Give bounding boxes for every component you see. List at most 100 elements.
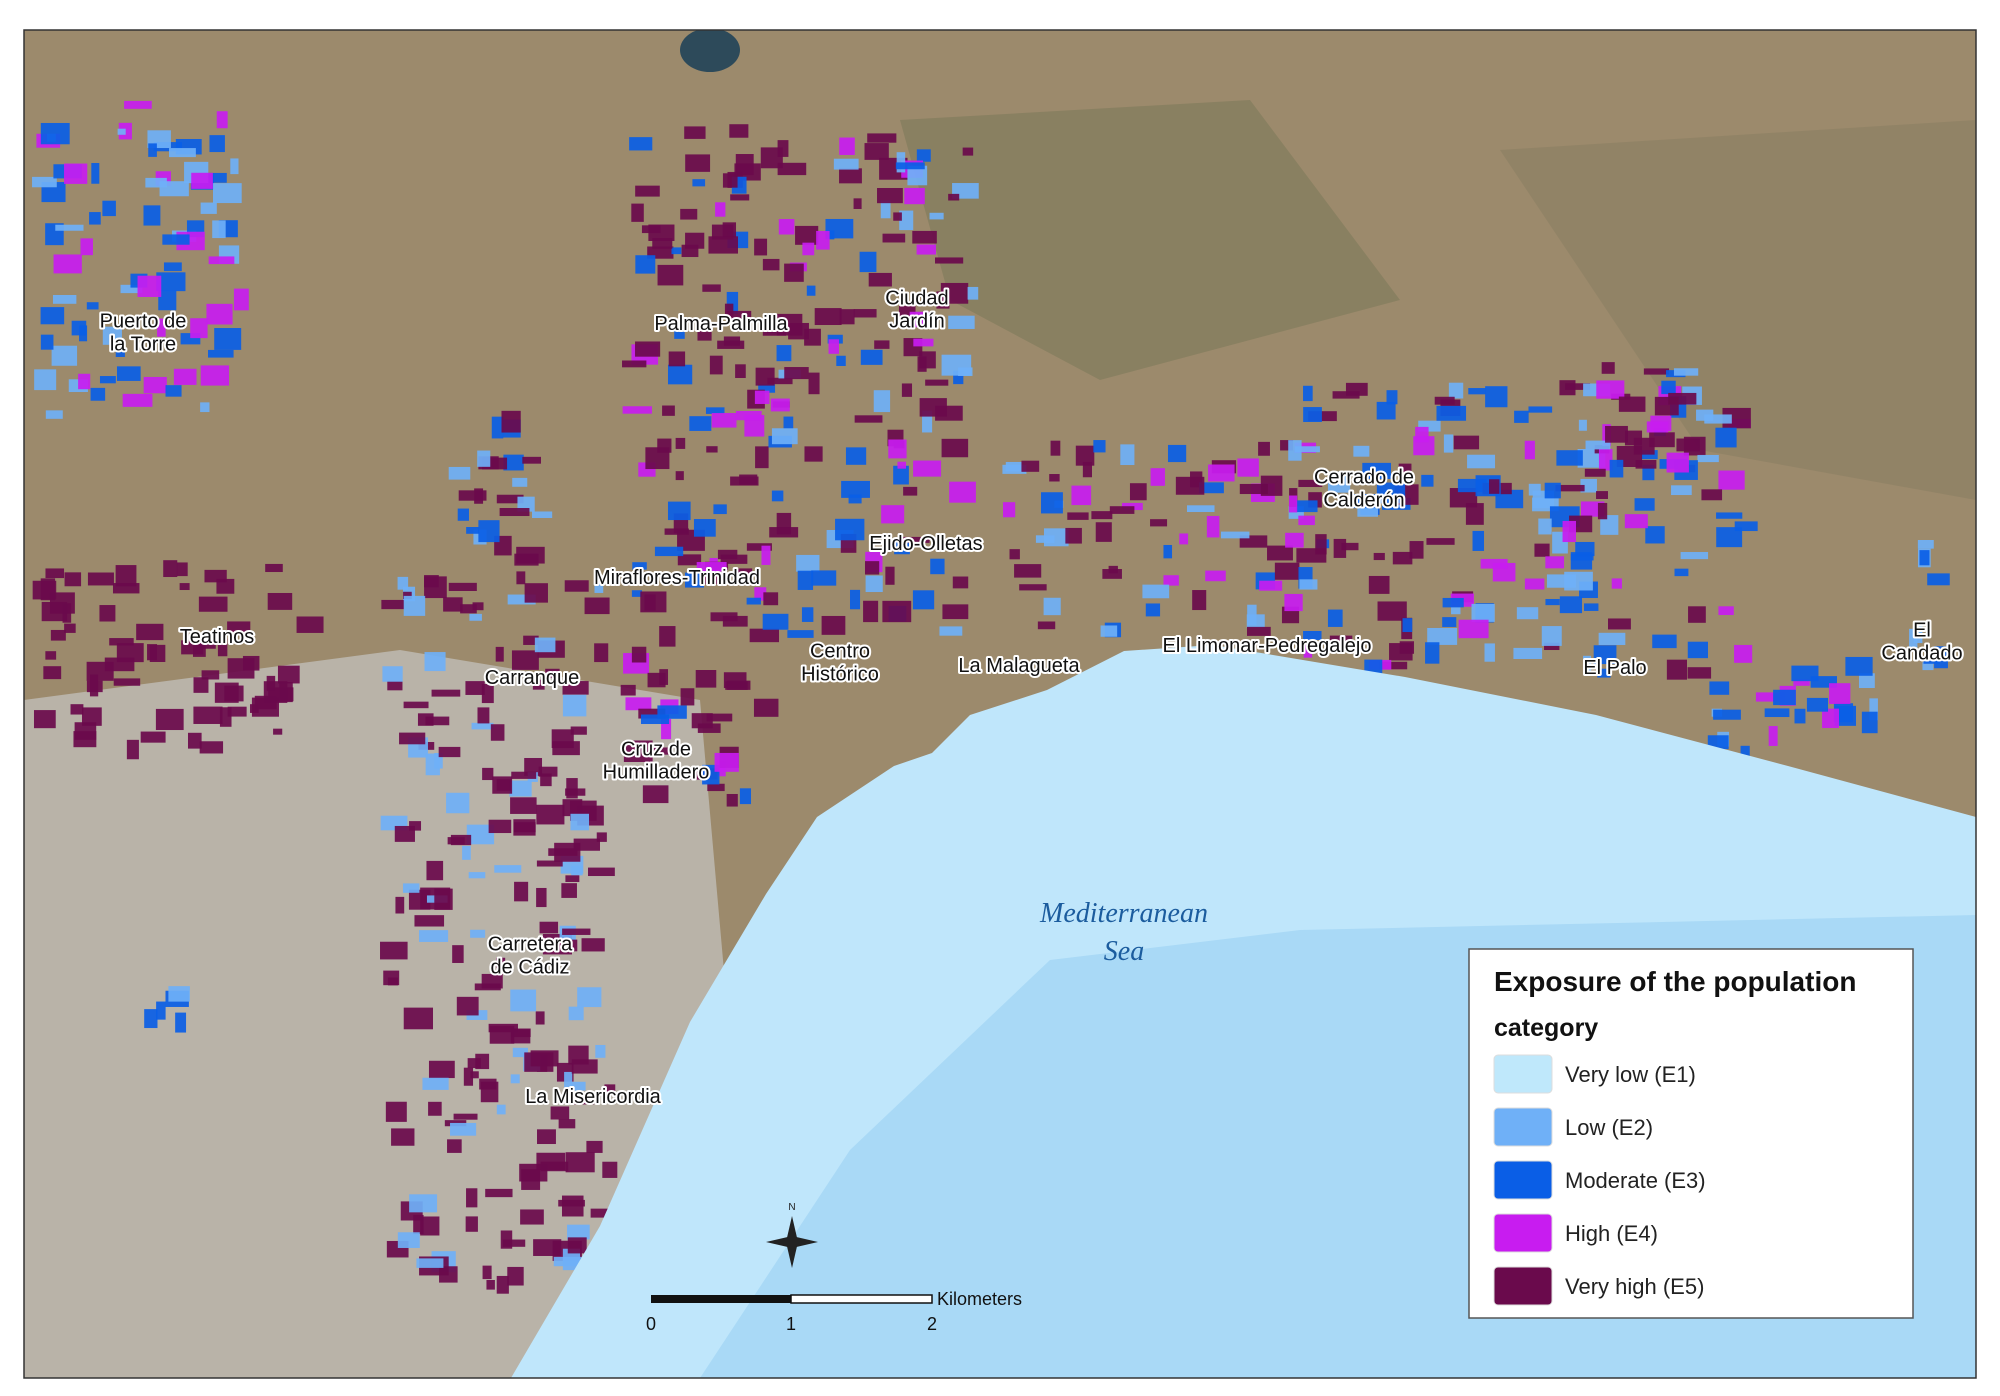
urban-block [517, 496, 535, 512]
urban-block [635, 341, 661, 357]
urban-block [1528, 483, 1541, 496]
urban-block [1175, 476, 1205, 495]
urban-block [40, 122, 70, 145]
urban-block [532, 679, 545, 690]
urban-block [1913, 624, 1923, 644]
urban-block [190, 318, 208, 339]
urban-block [163, 262, 182, 272]
urban-block [1443, 434, 1454, 453]
urban-block [1163, 544, 1173, 559]
urban-block [1453, 435, 1480, 450]
urban-block [1652, 634, 1677, 649]
urban-block [635, 255, 656, 274]
urban-block [485, 1188, 513, 1198]
urban-block [1601, 362, 1615, 374]
urban-block [708, 236, 738, 254]
urban-block [1582, 655, 1592, 674]
urban-block [1129, 483, 1147, 501]
urban-block [491, 416, 504, 439]
urban-block [521, 1169, 541, 1190]
urban-block [1740, 745, 1750, 759]
urban-block [478, 520, 500, 543]
urban-block [471, 722, 494, 730]
legend-swatch [1493, 1054, 1553, 1094]
urban-block [1687, 667, 1712, 679]
urban-block [1280, 440, 1294, 451]
place-label: Calderón [1323, 490, 1404, 512]
urban-block [1284, 593, 1303, 612]
urban-block [816, 230, 830, 250]
urban-block [668, 351, 686, 367]
urban-block [468, 872, 486, 879]
urban-block [1489, 479, 1500, 494]
urban-block [710, 612, 738, 622]
urban-block [277, 665, 300, 684]
urban-block [416, 1258, 444, 1268]
urban-block [760, 147, 783, 169]
urban-block [1398, 463, 1412, 485]
urban-block [465, 681, 485, 695]
urban-block [850, 589, 861, 610]
urban-block [1208, 464, 1235, 482]
urban-block [187, 732, 202, 749]
urban-block [470, 929, 486, 938]
urban-block [1516, 607, 1539, 620]
urban-block [1426, 538, 1455, 545]
urban-block [1541, 626, 1562, 646]
urban-block [403, 1007, 434, 1030]
urban-block [426, 860, 444, 881]
urban-block [561, 883, 577, 898]
urban-block [1377, 601, 1407, 621]
urban-block [482, 767, 494, 781]
urban-block [1071, 485, 1092, 506]
urban-block [1562, 520, 1576, 543]
urban-block [1674, 568, 1689, 577]
urban-block [1186, 505, 1215, 513]
urban-block [903, 486, 918, 496]
urban-block [916, 244, 936, 255]
urban-block [864, 143, 889, 160]
urban-block [1861, 711, 1878, 734]
urban-block [667, 364, 693, 385]
urban-block [564, 1071, 573, 1094]
urban-block [1598, 448, 1613, 471]
place-label: La Malagueta [958, 655, 1080, 677]
urban-block [265, 563, 283, 573]
urban-block [1822, 708, 1839, 729]
urban-block [867, 133, 897, 143]
urban-block [503, 454, 524, 471]
urban-block [1593, 645, 1617, 665]
urban-block [140, 731, 166, 743]
urban-block [939, 626, 963, 636]
urban-block [486, 1279, 495, 1290]
urban-block [193, 706, 223, 724]
urban-block [409, 821, 422, 831]
urban-areas [32, 100, 1950, 1294]
legend-label: Very low (E1) [1565, 1062, 1696, 1087]
urban-block [868, 272, 892, 287]
urban-block [1246, 614, 1265, 628]
urban-block [754, 390, 770, 404]
urban-block [524, 757, 543, 776]
urban-block [776, 313, 803, 336]
urban-block [1351, 494, 1379, 509]
urban-block [450, 1122, 477, 1136]
place-label: Candado [1881, 643, 1962, 665]
urban-block [853, 309, 877, 318]
urban-block [1035, 535, 1055, 543]
urban-block [1645, 526, 1665, 544]
urban-block [104, 657, 135, 672]
urban-block [562, 694, 587, 717]
urban-block [64, 163, 88, 184]
urban-block [212, 220, 226, 239]
urban-block [158, 290, 177, 311]
urban-block [1680, 552, 1709, 560]
urban-block [382, 666, 403, 682]
urban-block [64, 623, 76, 633]
urban-block [632, 562, 647, 570]
urban-block [43, 666, 62, 680]
urban-block [1597, 502, 1608, 520]
urban-block [1810, 676, 1837, 688]
urban-block [1666, 452, 1689, 473]
urban-block [1402, 618, 1413, 633]
